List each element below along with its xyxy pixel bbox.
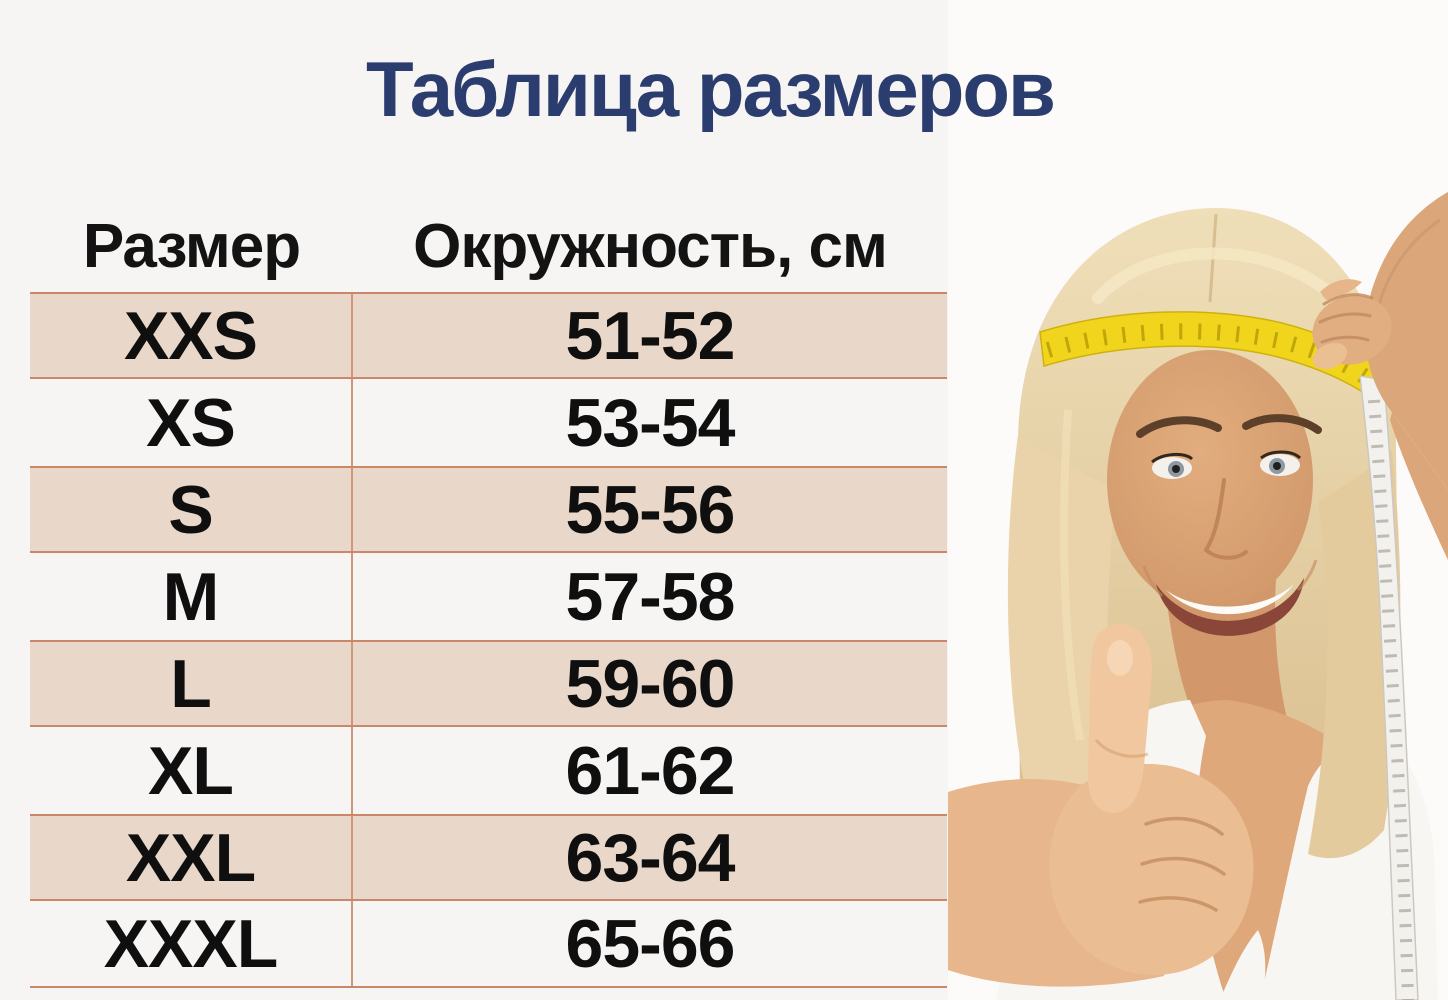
- size-cell: XXXL: [30, 901, 353, 986]
- size-table: Размер Окружность, см XXS 51-52 XS 53-54…: [30, 200, 947, 988]
- size-cell: XXS: [30, 294, 353, 377]
- size-cell: L: [30, 642, 353, 725]
- table-row: M 57-58: [30, 553, 947, 640]
- face: [1107, 350, 1322, 636]
- size-table-body: XXS 51-52 XS 53-54 S 55-56 M 57-58 L 59-…: [30, 292, 947, 988]
- thumb: [1087, 623, 1152, 813]
- circumference-cell: 51-52: [565, 297, 736, 374]
- circumference-cell: 59-60: [565, 645, 736, 722]
- table-row: XXXL 65-66: [30, 901, 947, 988]
- column-header-size: Размер: [82, 211, 301, 281]
- nose: [1204, 478, 1248, 560]
- smile: [1156, 578, 1304, 636]
- table-row: XXS 51-52: [30, 292, 947, 379]
- hanging-tape: [1359, 375, 1419, 1000]
- circumference-cell: 61-62: [565, 732, 736, 809]
- raised-arm: [1312, 192, 1448, 560]
- size-cell: XS: [30, 379, 353, 466]
- table-row: XXL 63-64: [30, 814, 947, 901]
- size-cell: XXL: [30, 816, 353, 899]
- teeth: [1166, 584, 1294, 615]
- circumference-cell: 63-64: [565, 819, 736, 896]
- size-cell: M: [30, 553, 353, 640]
- circumference-cell: 53-54: [565, 384, 736, 461]
- page-title: Таблица размеров: [366, 45, 1056, 133]
- size-table-header: Размер Окружность, см: [30, 200, 947, 292]
- thumbs-up-hand: [948, 623, 1254, 987]
- eyebrow-left: [1136, 416, 1222, 438]
- circumference-cell: 55-56: [565, 471, 736, 548]
- eyebrow-right: [1242, 414, 1322, 434]
- thumbnail: [1107, 640, 1133, 676]
- column-header-circumference: Окружность, см: [413, 211, 888, 281]
- table-row: S 55-56: [30, 466, 947, 553]
- table-row: L 59-60: [30, 640, 947, 727]
- table-row: XS 53-54: [30, 379, 947, 466]
- woman-measuring-head-photo: [948, 0, 1448, 1000]
- table-row: XL 61-62: [30, 727, 947, 814]
- size-cell: XL: [30, 727, 353, 814]
- size-cell: S: [30, 468, 353, 551]
- circumference-cell: 65-66: [565, 905, 736, 982]
- circumference-cell: 57-58: [565, 558, 736, 635]
- fist: [1049, 764, 1254, 975]
